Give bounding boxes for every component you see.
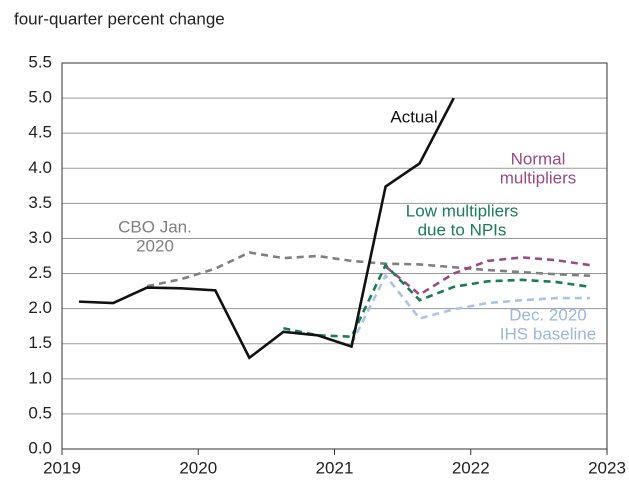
series-label: Normal bbox=[511, 149, 566, 168]
y-tick-label: 2.5 bbox=[28, 263, 52, 282]
series-label: IHS baseline bbox=[500, 324, 596, 343]
series-label: multipliers bbox=[500, 168, 577, 187]
series-label: due to NPIs bbox=[418, 220, 507, 239]
x-tick-label: 2022 bbox=[452, 458, 490, 477]
y-tick-label: 5.0 bbox=[28, 88, 52, 107]
x-tick-label: 2023 bbox=[588, 458, 626, 477]
x-tick-label: 2019 bbox=[43, 458, 81, 477]
y-tick-label: 3.0 bbox=[28, 228, 52, 247]
series-label: CBO Jan. bbox=[118, 217, 192, 236]
y-tick-label: 1.5 bbox=[28, 333, 52, 352]
y-tick-label: 0.5 bbox=[28, 403, 52, 422]
series-line bbox=[78, 97, 455, 360]
y-tick-label: 0.0 bbox=[28, 438, 52, 457]
x-tick-label: 2020 bbox=[179, 458, 217, 477]
series-label: Actual bbox=[390, 107, 437, 126]
series-line bbox=[283, 262, 591, 339]
y-tick-label: 5.5 bbox=[28, 52, 52, 71]
series-line bbox=[384, 256, 591, 297]
series-label: 2020 bbox=[136, 236, 174, 255]
plot-frame bbox=[61, 62, 608, 450]
y-tick-label: 4.0 bbox=[28, 158, 52, 177]
series-label: Dec. 2020 bbox=[509, 305, 587, 324]
y-tick-label: 2.0 bbox=[28, 298, 52, 317]
y-tick-label: 4.5 bbox=[28, 123, 52, 142]
series-label: Low multipliers bbox=[406, 201, 518, 220]
y-axis-label: four-quarter percent change bbox=[14, 9, 225, 28]
series-line bbox=[350, 273, 590, 345]
y-tick-label: 3.5 bbox=[28, 193, 52, 212]
x-tick-label: 2021 bbox=[316, 458, 354, 477]
y-tick-label: 1.0 bbox=[28, 368, 52, 387]
